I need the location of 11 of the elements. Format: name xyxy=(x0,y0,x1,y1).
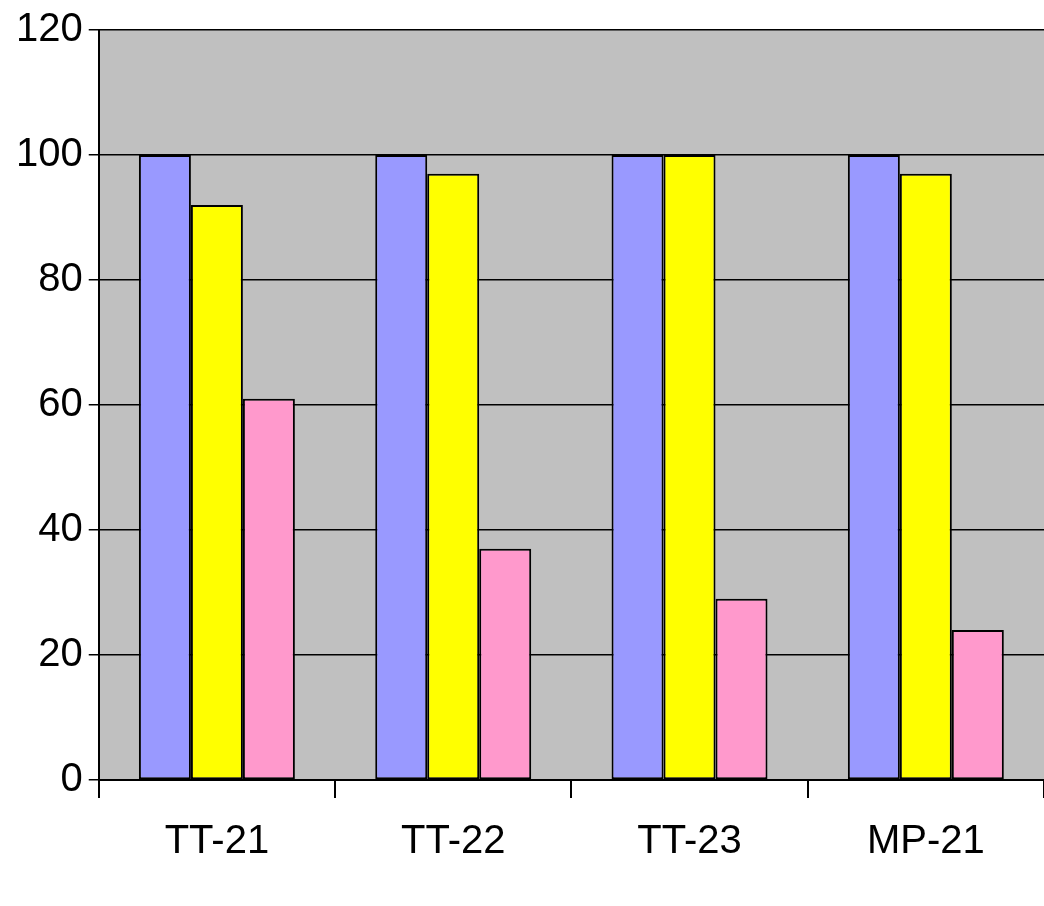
y-tick-label: 40 xyxy=(38,505,83,550)
y-tick-label: 20 xyxy=(38,630,83,675)
y-tick-label: 0 xyxy=(60,755,83,800)
x-tick-label: MP-21 xyxy=(866,817,985,862)
x-tick-label: TT-21 xyxy=(164,817,270,862)
y-tick-label: 60 xyxy=(38,380,83,425)
y-tick-label: 120 xyxy=(15,5,83,50)
x-tick-label: TT-22 xyxy=(400,817,506,862)
y-tick-label: 80 xyxy=(38,255,83,300)
y-tick-label: 100 xyxy=(15,130,83,175)
x-tick-label: TT-23 xyxy=(637,817,742,862)
